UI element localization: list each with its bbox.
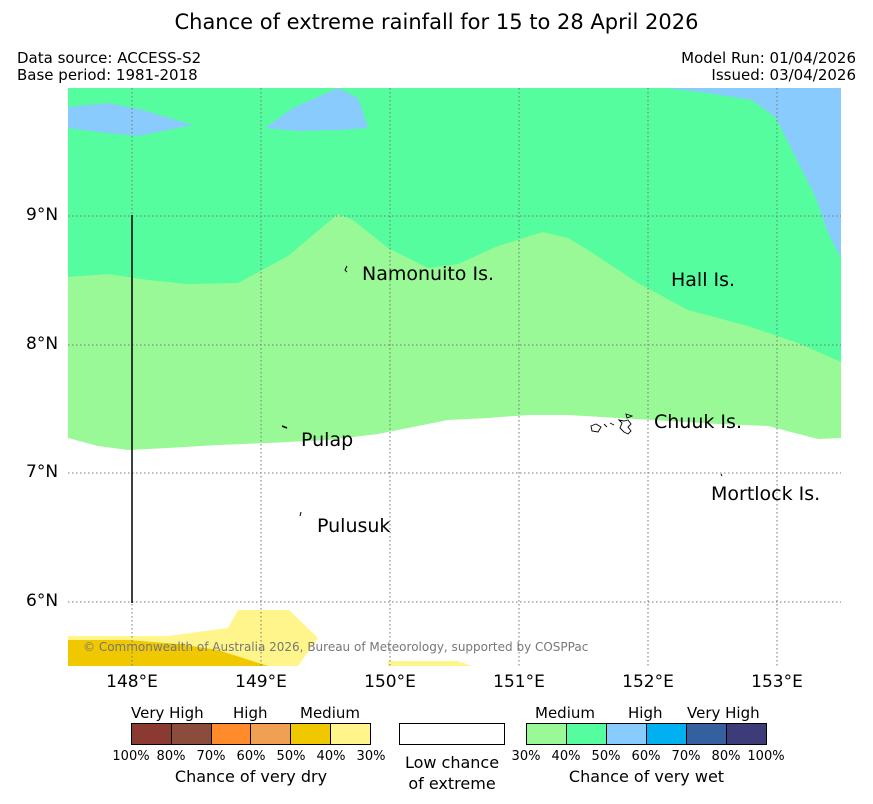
pulap-island-shape	[281, 425, 288, 429]
chuuk-island-shapes	[590, 413, 634, 435]
place-label-pulap: Pulap	[301, 429, 354, 451]
wet-swatch-4	[647, 724, 687, 744]
chart-title: Chance of extreme rainfall for 15 to 28 …	[174, 10, 699, 34]
pulusuk-island-shape	[299, 511, 302, 517]
lon-label-150e: 150°E	[364, 672, 416, 692]
place-label-hall: Hall Is.	[671, 269, 736, 291]
wet-pct-100: 100%	[747, 749, 785, 764]
dry-swatch-4	[251, 724, 292, 744]
place-label-namonuito: Namonuito Is.	[362, 263, 495, 285]
lon-label-149e: 149°E	[235, 672, 287, 692]
wet-category-medium: Medium	[535, 704, 595, 722]
wet-colorbar	[526, 723, 767, 745]
issued-text: Issued: 03/04/2026	[711, 66, 856, 84]
mortlock-island-shape	[720, 473, 723, 477]
dry-swatch-2	[171, 724, 212, 744]
high-wet-area-west	[68, 103, 193, 136]
data-source-text: Data source: ACCESS-S2	[17, 49, 202, 67]
place-label-chuuk: Chuuk Is.	[654, 411, 742, 433]
wet-swatch-5	[687, 724, 727, 744]
low-chance-label-line1: Low chance	[404, 753, 500, 772]
dry-category-medium: Medium	[300, 704, 360, 722]
dry-legend-title: Chance of very dry	[174, 767, 328, 786]
dry-colorbar	[131, 723, 371, 745]
high-wet-area-east	[666, 88, 841, 258]
lat-label-6n: 6°N	[26, 591, 59, 611]
wet-pct-40: 40%	[551, 749, 581, 764]
wet-legend-title: Chance of very wet	[568, 767, 725, 786]
copyright-text: © Commonwealth of Australia 2026, Bureau…	[83, 640, 589, 654]
dry-swatch-6	[331, 724, 370, 744]
wet-pct-30: 30%	[511, 749, 541, 764]
wet-swatch-1	[527, 724, 567, 744]
lon-label-152e: 152°E	[622, 672, 674, 692]
lon-label-148e: 148°E	[106, 672, 158, 692]
lat-label-8n: 8°N	[26, 334, 59, 354]
lat-label-7n: 7°N	[26, 462, 59, 482]
place-label-mortlock: Mortlock Is.	[711, 483, 821, 505]
low-chance-swatch	[399, 723, 505, 745]
dry-swatch-3	[211, 724, 252, 744]
map-plot	[68, 88, 841, 666]
wet-swatch-2	[567, 724, 607, 744]
high-wet-area-north	[265, 88, 368, 131]
wet-category-very-high: Very High	[687, 704, 760, 722]
dry-category-very-high: Very High	[131, 704, 204, 722]
gridlines	[68, 88, 841, 666]
wet-pct-70: 70%	[671, 749, 701, 764]
dry-pct-30: 30%	[356, 749, 386, 764]
dry-pct-70: 70%	[196, 749, 226, 764]
lon-label-153e: 153°E	[751, 672, 803, 692]
lat-label-9n: 9°N	[26, 205, 59, 225]
base-period-text: Base period: 1981-2018	[17, 66, 198, 84]
wet-swatch-6	[727, 724, 766, 744]
place-label-pulusuk: Pulusuk	[317, 515, 391, 537]
namonuito-island-shape	[344, 265, 348, 273]
wet-category-high: High	[628, 704, 663, 722]
wet-pct-80: 80%	[711, 749, 741, 764]
medium-dry-area-west	[68, 640, 268, 666]
low-dry-area-center	[388, 661, 472, 666]
low-chance-label-line2: of extreme	[408, 774, 496, 793]
dry-pct-40: 40%	[316, 749, 346, 764]
dry-pct-80: 80%	[156, 749, 186, 764]
dry-swatch-1	[132, 724, 172, 744]
dry-pct-100: 100%	[112, 749, 150, 764]
wet-swatch-3	[607, 724, 647, 744]
dry-category-high: High	[233, 704, 268, 722]
dry-pct-60: 60%	[236, 749, 266, 764]
dry-pct-50: 50%	[276, 749, 306, 764]
dry-swatch-5	[291, 724, 332, 744]
wet-pct-50: 50%	[591, 749, 621, 764]
model-run-text: Model Run: 01/04/2026	[681, 49, 856, 67]
wet-pct-60: 60%	[631, 749, 661, 764]
lon-label-151e: 151°E	[493, 672, 545, 692]
